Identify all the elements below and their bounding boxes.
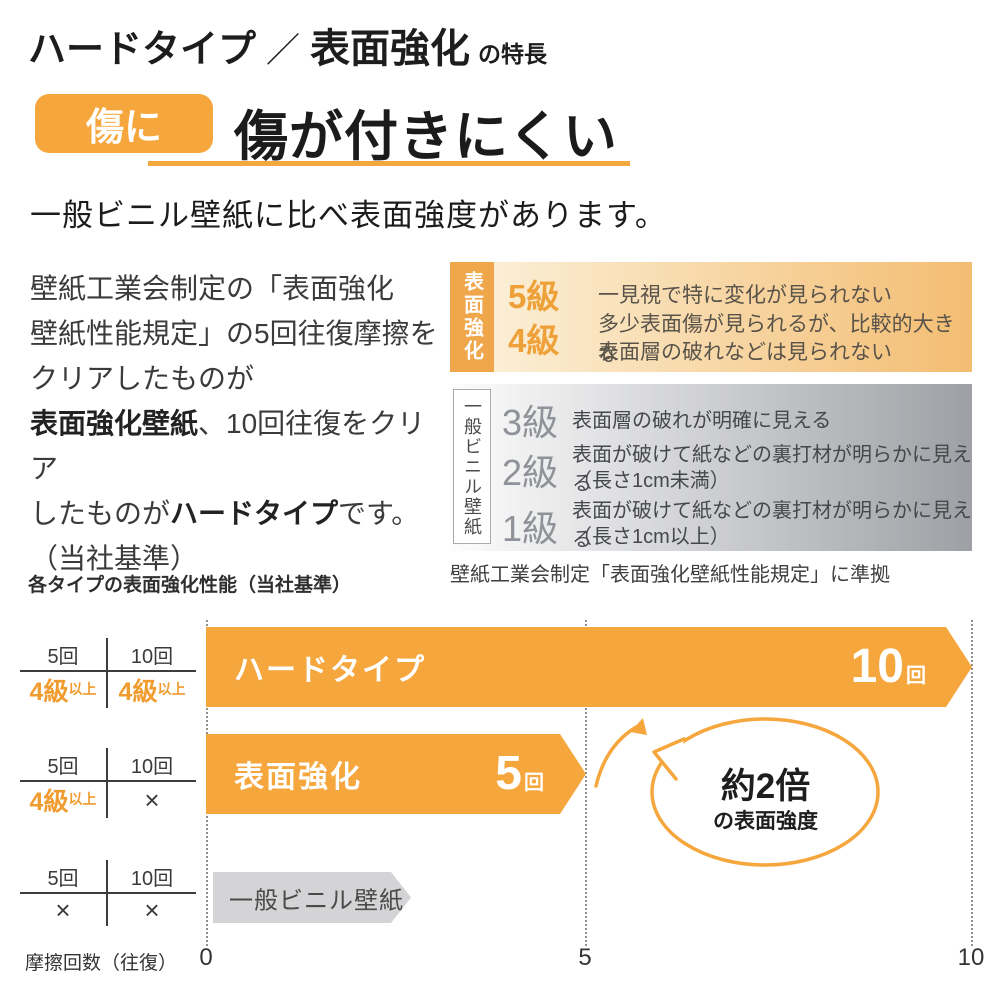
description-line: （当社基準） <box>30 543 199 574</box>
grade-2: 2級 <box>502 452 559 493</box>
grade-band-strengthened: 表面強化 5級 一見視で特に変化が見られない 4級 多少表面傷が見られるが、比較… <box>450 262 972 372</box>
header-title-main: ハードタイプ <box>28 29 257 71</box>
grade-4-desc-1: 多少表面傷が見られるが、比較的大きな <box>598 313 955 366</box>
header-suffix: の特長 <box>478 41 548 67</box>
header-title-sub: 表面強化 <box>310 27 471 71</box>
band-vertical-label-general: 一般ビニル壁紙 <box>453 389 491 544</box>
result-hard-5: 4級 以上 <box>20 672 108 708</box>
result-table-hard: 5回 10回 4級 以上 4級 以上 <box>20 638 196 708</box>
x-tick-10: 10 <box>957 944 985 971</box>
band-vertical-label: 表面強化 <box>450 262 494 372</box>
grade-1-desc-2: （長さ1cm以上） <box>572 526 730 548</box>
header-separator: ／ <box>266 32 301 70</box>
x-axis-label: 摩擦回数（往復） <box>25 953 178 974</box>
curve-arrow-icon <box>594 724 640 788</box>
grade-3: 3級 <box>502 402 559 443</box>
description-paragraph: 壁紙工業会制定の「表面強化 壁紙性能規定」の5回往復摩擦を クリアしたものが 表… <box>30 266 450 581</box>
grade-1-desc-1: 表面が破けて紙などの裏打材が明らかに見える <box>572 500 972 551</box>
grade-5-desc: 一見視で特に変化が見られない <box>598 284 892 307</box>
gridline-10 <box>971 620 973 946</box>
result-table-general: 5回 10回 × × <box>20 860 196 926</box>
bar-general-label: 一般ビニル壁紙 <box>229 887 404 914</box>
grade-2-desc-1: 表面が破けて紙などの裏打材が明らかに見える <box>572 444 972 495</box>
x-tick-0: 0 <box>199 944 213 971</box>
grade-4: 4級 <box>508 322 560 359</box>
curve-arrowhead-icon <box>630 718 647 735</box>
col-header-5: 5回 <box>20 638 108 672</box>
annotation-small-text: の表面強度 <box>713 810 818 833</box>
col-header-10: 10回 <box>108 748 196 782</box>
col-header-10: 10回 <box>108 638 196 672</box>
chart-title: 各タイプの表面強化性能（当社基準） <box>28 575 352 596</box>
bar-strengthened-label: 表面強化 <box>234 761 362 794</box>
page-header: ハードタイプ ／ 表面強化 の特長 <box>28 16 547 74</box>
description-line: 壁紙性能規定」の5回往復摩擦を <box>30 318 438 349</box>
col-header-5: 5回 <box>20 860 108 894</box>
feature-headline: 傷が付きにくい <box>234 107 618 167</box>
description-line: 表面強化壁紙、10回往復をクリア <box>30 408 426 484</box>
result-general-10: × <box>144 894 160 925</box>
grade-1: 1級 <box>502 508 559 549</box>
col-header-10: 10回 <box>108 860 196 894</box>
x-tick-5: 5 <box>578 944 592 971</box>
description-line: 壁紙工業会制定の「表面強化 <box>30 273 395 304</box>
annotation-big-text: 約2倍 <box>720 767 811 806</box>
headline-underline <box>148 161 630 166</box>
description-line: したものがハードタイプです。 <box>30 498 420 529</box>
grade-5: 5級 <box>508 278 560 315</box>
grade-3-desc: 表面層の破れが明確に見える <box>572 410 832 432</box>
grade-band-general: 一般ビニル壁紙 3級 表面層の破れが明確に見える 2級 表面が破けて紙などの裏打… <box>450 384 972 551</box>
col-header-5: 5回 <box>20 748 108 782</box>
result-general-5: × <box>20 894 108 926</box>
grade-table-caption: 壁紙工業会制定「表面強化壁紙性能規定」に準拠 <box>450 564 890 586</box>
lead-sentence: 一般ビニル壁紙に比べ表面強度があります。 <box>30 198 667 233</box>
result-strengthened-5: 4級 以上 <box>20 782 108 818</box>
grade-2-desc-2: （長さ1cm未満） <box>572 470 730 492</box>
feature-badge: 傷に <box>35 94 213 153</box>
bar-hard-type: ハードタイプ 10 回 <box>206 627 972 707</box>
grade-4-desc-2: 表面層の破れなどは見られない <box>598 341 892 364</box>
bar-hard-label: ハードタイプ <box>234 654 426 687</box>
result-strengthened-10: × <box>144 784 160 815</box>
gridline-5 <box>585 620 587 946</box>
bar-general-vinyl: 一般ビニル壁紙 <box>213 872 411 923</box>
result-table-strengthened: 5回 10回 4級 以上 × <box>20 748 196 818</box>
description-line: クリアしたものが <box>30 363 255 394</box>
bar-hard-value: 10 回 <box>850 640 926 693</box>
result-hard-10: 4級 以上 <box>118 678 186 706</box>
